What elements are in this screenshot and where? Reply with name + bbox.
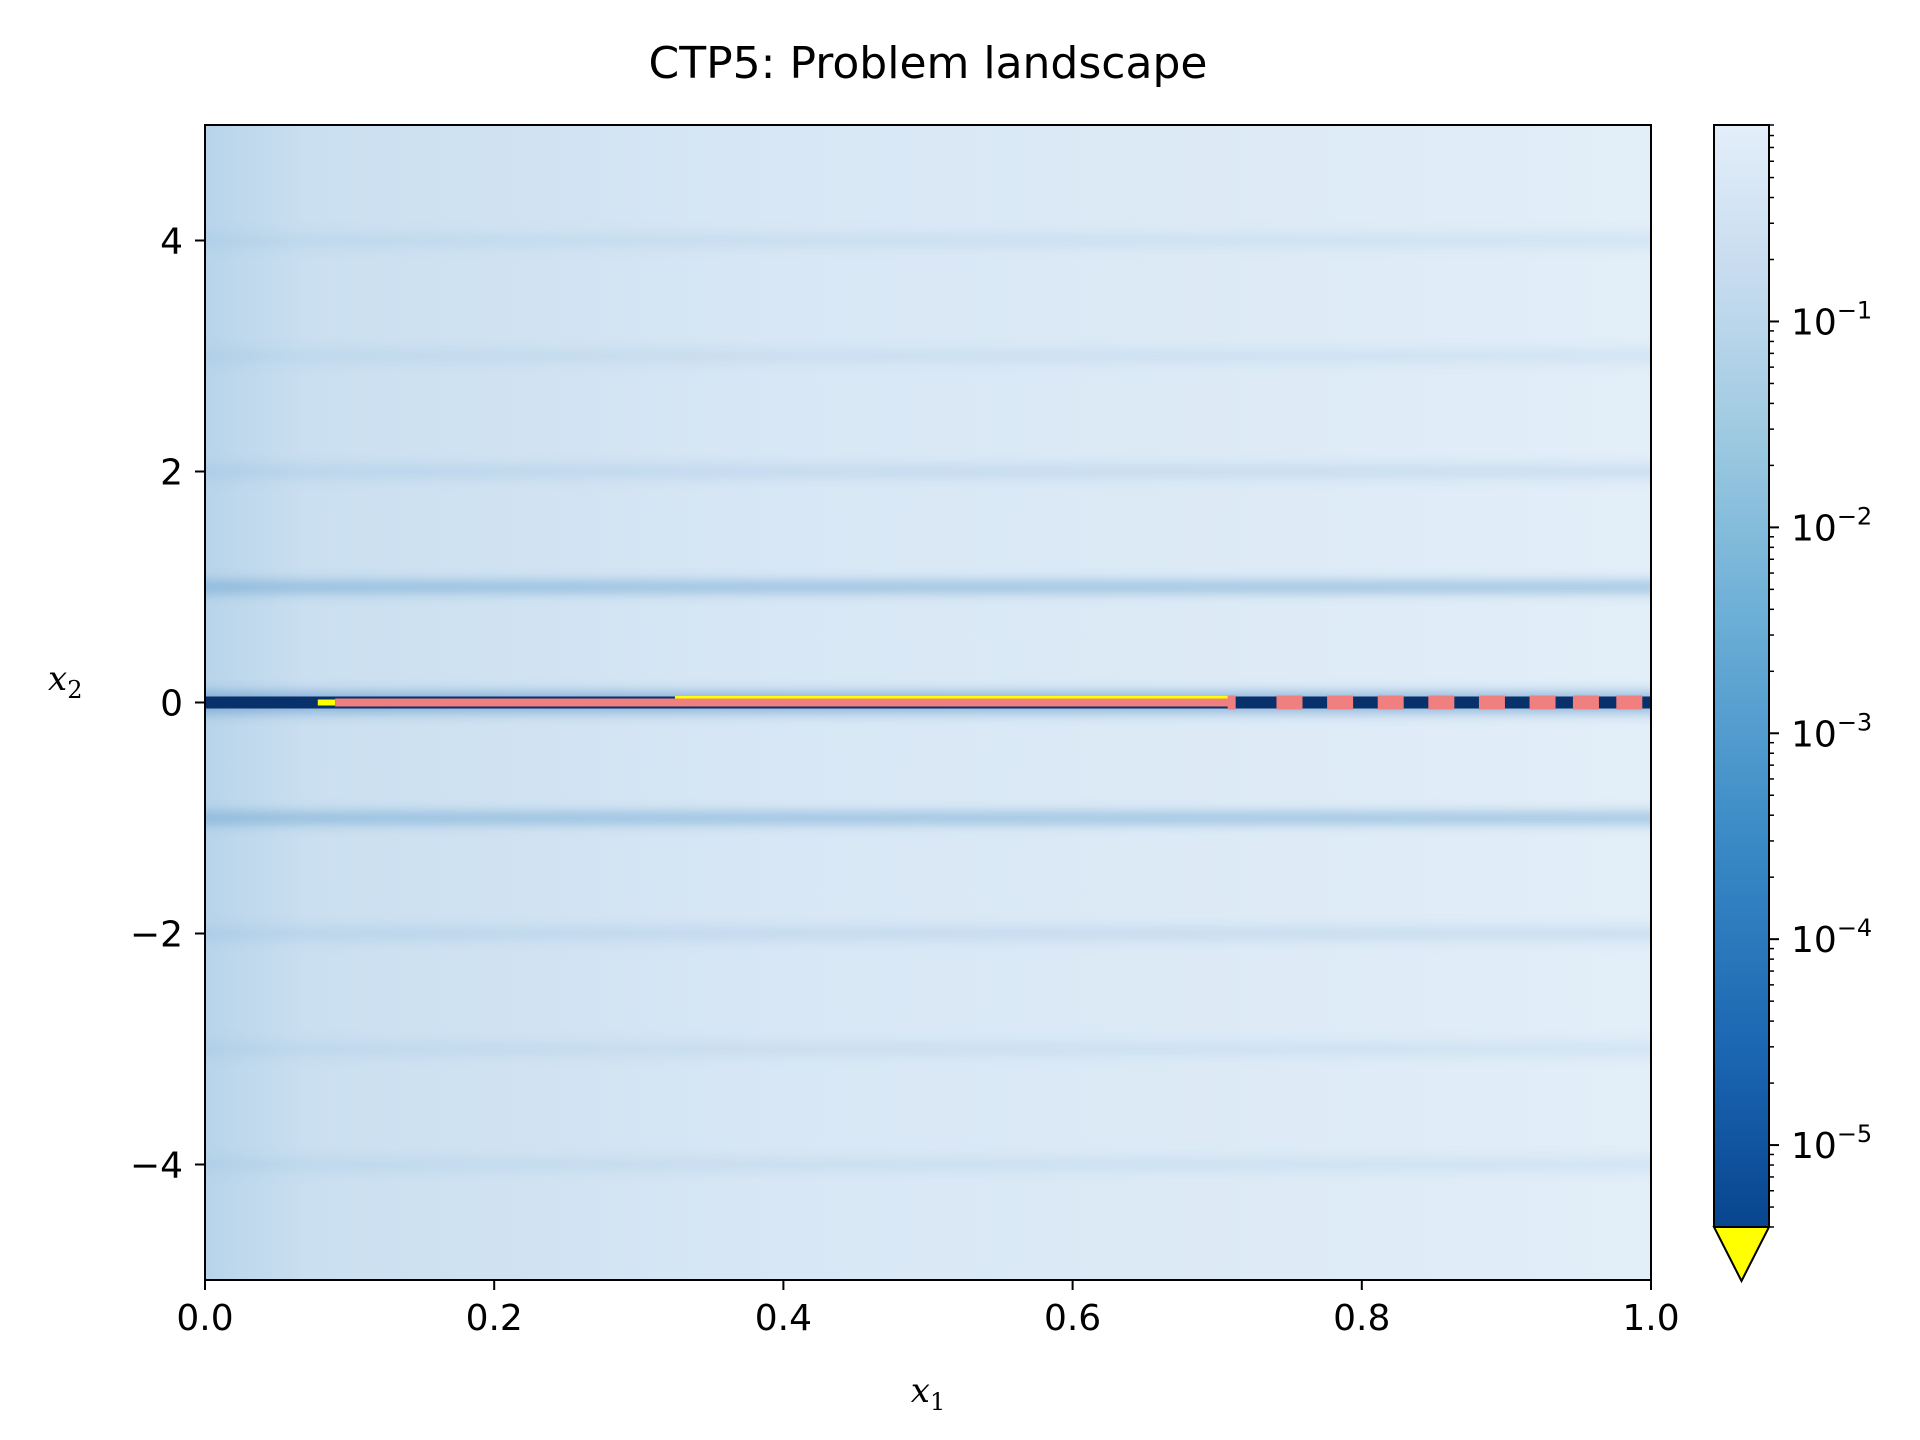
y-tick-label: 2 bbox=[160, 453, 183, 494]
colorbar-frame bbox=[1713, 124, 1770, 1227]
pareto-front-point bbox=[1428, 695, 1455, 710]
heatmap bbox=[205, 125, 1651, 1280]
colorbar-tick-base: 10 bbox=[1791, 920, 1837, 961]
low-value-band bbox=[205, 350, 1651, 362]
low-value-band bbox=[205, 813, 1651, 823]
colorbar-tick-exp: −1 bbox=[1837, 296, 1872, 324]
colorbar-tick-base: 10 bbox=[1791, 1126, 1837, 1167]
colorbar-tick-label: 10−5 bbox=[1791, 1120, 1872, 1167]
pareto-front-point bbox=[1529, 695, 1556, 710]
colorbar-ticks: 10−110−210−310−410−5 bbox=[1769, 124, 1872, 1228]
colorbar-tick-label: 10−4 bbox=[1791, 914, 1872, 961]
low-value-band bbox=[205, 582, 1651, 592]
colorbar: 10−110−210−310−410−5 bbox=[1712, 124, 1872, 1284]
overlay-lines bbox=[205, 695, 1651, 710]
pareto-front-point bbox=[1377, 695, 1404, 710]
colorbar-tick-base: 10 bbox=[1791, 714, 1837, 755]
pareto-front-point bbox=[1276, 695, 1303, 710]
y-axis-label-sub: 2 bbox=[67, 676, 82, 704]
pareto-front-point bbox=[1572, 695, 1599, 710]
colorbar-tick-label: 10−1 bbox=[1791, 296, 1872, 343]
pareto-front-point bbox=[1227, 695, 1236, 710]
x-tick-label: 0.8 bbox=[1333, 1298, 1390, 1339]
y-tick-label: −4 bbox=[130, 1146, 183, 1187]
x-tick-label: 0.4 bbox=[755, 1298, 812, 1339]
x-tick-label: 1.0 bbox=[1622, 1298, 1679, 1339]
chart-title: CTP5: Problem landscape bbox=[649, 38, 1208, 89]
pareto-front-point bbox=[1478, 695, 1505, 710]
low-value-band bbox=[205, 1158, 1651, 1171]
x-tick-label: 0.2 bbox=[466, 1298, 523, 1339]
x-axis-label: x1 bbox=[911, 1371, 945, 1416]
y-tick-label: −2 bbox=[130, 915, 183, 956]
colorbar-gradient bbox=[1714, 125, 1769, 1227]
colorbar-tick-exp: −3 bbox=[1837, 708, 1872, 736]
x-axis-ticks: 0.0 0.2 0.4 0.6 0.8 1.0 bbox=[176, 1280, 1680, 1339]
pareto-front-point bbox=[1616, 695, 1643, 710]
x-axis-label-sub: 1 bbox=[930, 1388, 945, 1416]
colorbar-under-triangle bbox=[1712, 1226, 1771, 1284]
colorbar-tick-exp: −5 bbox=[1837, 1120, 1872, 1148]
low-value-band bbox=[205, 465, 1651, 478]
y-tick-label: 4 bbox=[160, 222, 183, 263]
low-value-band bbox=[205, 927, 1651, 940]
colorbar-tick-label: 10−2 bbox=[1791, 502, 1872, 549]
colorbar-tick-exp: −2 bbox=[1837, 502, 1872, 530]
x-tick-label: 0.6 bbox=[1044, 1298, 1101, 1339]
y-tick-label: 0 bbox=[160, 684, 183, 725]
y-axis-label-base: x bbox=[48, 659, 67, 699]
colorbar-tick-label: 10−3 bbox=[1791, 708, 1872, 755]
y-axis-label: x2 bbox=[48, 659, 82, 704]
x-axis-label-base: x bbox=[911, 1371, 930, 1411]
colorbar-tick-exp: −4 bbox=[1837, 914, 1872, 942]
colorbar-tick-base: 10 bbox=[1791, 508, 1837, 549]
y-axis-ticks: 4 2 0 −2 −4 bbox=[130, 222, 205, 1187]
colorbar-tick-base: 10 bbox=[1791, 302, 1837, 343]
x-tick-label: 0.0 bbox=[176, 1298, 233, 1339]
low-value-band bbox=[205, 234, 1651, 247]
low-value-band bbox=[205, 1043, 1651, 1055]
pareto-front-point bbox=[1327, 695, 1354, 710]
